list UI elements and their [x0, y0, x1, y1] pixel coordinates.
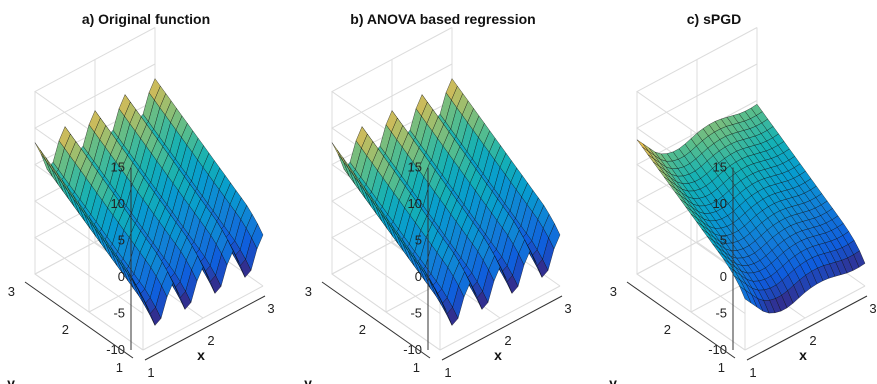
y-axis — [626, 281, 736, 359]
panel-a: a) Original function -10 -5 0 5 10 15 1 2 3 1 2 3 x y — [7, 11, 275, 384]
x-tick-label: 2 — [504, 333, 511, 348]
x-axis-label: x — [494, 347, 502, 363]
x-tick-label: 2 — [207, 333, 214, 348]
y-tick-label: 2 — [359, 322, 366, 337]
surface-face — [636, 139, 649, 152]
y-tick-label: 3 — [305, 284, 312, 299]
surface-face — [331, 142, 344, 162]
y-axis-label: y — [609, 375, 617, 384]
z-tick-label: -10 — [708, 342, 727, 357]
surface-face — [34, 142, 47, 162]
y-tick-label: 1 — [413, 360, 420, 375]
x-tick-label: 3 — [869, 301, 876, 316]
z-tick-label: 0 — [415, 269, 422, 284]
x-axis — [144, 295, 266, 361]
surface — [636, 104, 866, 314]
z-tick-label: 15 — [408, 160, 422, 175]
z-tick-label: 5 — [720, 233, 727, 248]
surface — [331, 78, 561, 326]
z-tick-label: -5 — [715, 306, 727, 321]
y-axis-label: y — [304, 375, 312, 384]
x-tick-label: 1 — [147, 365, 154, 380]
panel-c: c) sPGD -10 -5 0 5 10 15 1 2 3 1 2 3 x y — [609, 11, 877, 384]
x-tick-label: 2 — [809, 333, 816, 348]
z-tick-label: -5 — [410, 306, 422, 321]
y-floor-gridline — [142, 285, 264, 351]
surface-face — [434, 287, 447, 311]
y-tick-label: 2 — [664, 322, 671, 337]
y-tick-label: 3 — [8, 284, 15, 299]
y-floor-gridline — [439, 285, 561, 351]
z-tick-label: 15 — [713, 160, 727, 175]
axes: -10 -5 0 5 10 15 1 2 3 1 2 3 x y — [609, 160, 877, 384]
y-axis — [24, 281, 134, 359]
z-tick-label: -10 — [106, 342, 125, 357]
x-tick-label: 1 — [444, 365, 451, 380]
x-axis — [441, 295, 563, 361]
y-tick-label: 2 — [62, 322, 69, 337]
surface — [34, 78, 264, 326]
y-axis-label: y — [7, 375, 15, 384]
x-axis — [746, 295, 868, 361]
x-axis-label: x — [799, 347, 807, 363]
panel-title: a) Original function — [82, 11, 210, 27]
z-tick-label: 5 — [415, 233, 422, 248]
x-tick-label: 3 — [267, 301, 274, 316]
z-tick-label: 15 — [111, 160, 125, 175]
axes: -10 -5 0 5 10 15 1 2 3 1 2 3 x y — [7, 160, 275, 384]
panel-title: c) sPGD — [687, 11, 741, 27]
z-tick-label: 10 — [713, 196, 727, 211]
z-tick-label: 10 — [408, 196, 422, 211]
z-tick-label: 10 — [111, 196, 125, 211]
panel-b: b) ANOVA based regression -10 -5 0 5 10 15 1 2 3… — [304, 11, 572, 384]
y-tick-label: 1 — [718, 360, 725, 375]
surface-face — [137, 287, 150, 311]
z-tick-label: 5 — [118, 233, 125, 248]
x-tick-label: 3 — [564, 301, 571, 316]
x-tick-label: 1 — [749, 365, 756, 380]
surface-face — [739, 286, 752, 304]
z-tick-label: -5 — [113, 306, 125, 321]
panel-title: b) ANOVA based regression — [350, 11, 535, 27]
z-tick-label: 0 — [720, 269, 727, 284]
y-tick-label: 1 — [116, 360, 123, 375]
z-tick-label: 0 — [118, 269, 125, 284]
y-tick-label: 3 — [610, 284, 617, 299]
z-tick-label: -10 — [403, 342, 422, 357]
axes: -10 -5 0 5 10 15 1 2 3 1 2 3 x y — [304, 160, 572, 384]
y-axis — [321, 281, 431, 359]
x-axis-label: x — [197, 347, 205, 363]
y-floor-gridline — [744, 285, 866, 351]
